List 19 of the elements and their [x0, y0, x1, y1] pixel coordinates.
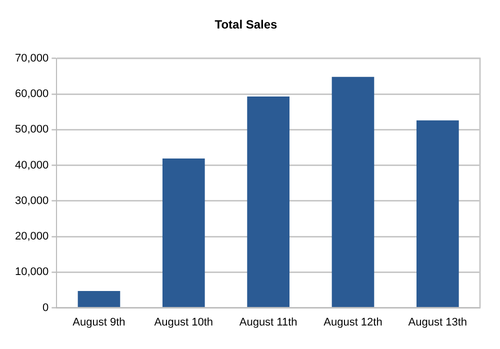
- y-tick-label: 40,000: [14, 159, 49, 172]
- y-tick-label: 0: [42, 302, 49, 314]
- bar: [247, 96, 290, 308]
- y-tick-label: 30,000: [14, 194, 49, 207]
- x-tick-label: August 10th: [154, 316, 214, 328]
- y-tick-label: 60,000: [14, 88, 49, 100]
- x-tick-label: August 13th: [408, 316, 468, 328]
- y-tick-label: 70,000: [14, 52, 49, 64]
- x-tick-label: August 11th: [239, 316, 298, 328]
- y-tick-label: 20,000: [14, 230, 49, 243]
- chart-title: Total Sales: [214, 18, 278, 32]
- bar: [332, 76, 374, 308]
- bar: [162, 158, 205, 308]
- y-tick-label: 50,000: [14, 124, 49, 136]
- y-tick-label: 10,000: [14, 266, 49, 278]
- x-tick-label: August 12th: [324, 316, 382, 328]
- x-tick-label: August 9th: [72, 316, 126, 328]
- bar: [78, 291, 120, 308]
- bar: [416, 120, 459, 308]
